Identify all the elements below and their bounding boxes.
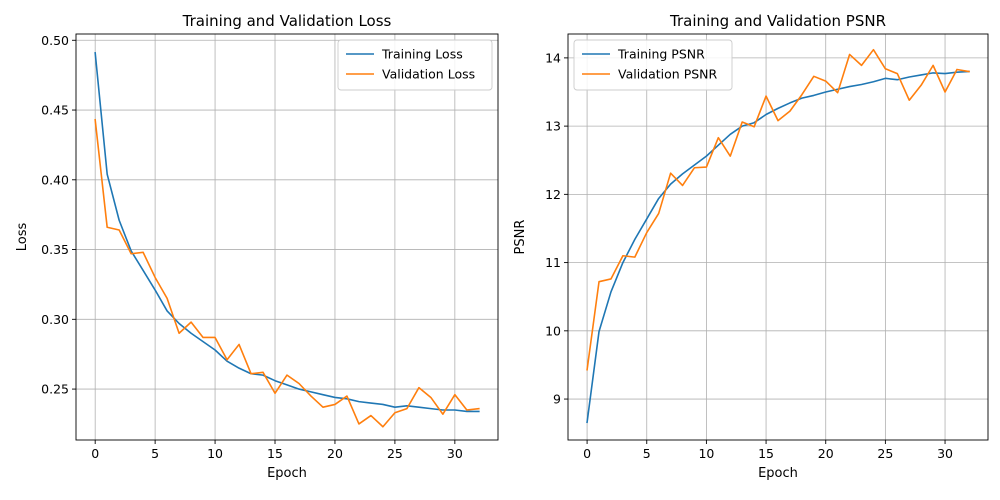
x-tick-label: 30 [447,446,463,461]
x-tick-label: 25 [387,446,403,461]
y-tick-label: 0.30 [41,312,69,327]
y-tick-label: 10 [545,323,561,338]
x-tick-label: 0 [91,446,99,461]
x-tick-label: 10 [207,446,223,461]
y-tick-label: 11 [545,255,561,270]
y-tick-label: 13 [545,119,561,134]
y-tick-label: 0.25 [41,382,69,397]
chart-title: Training and Validation PSNR [669,12,886,30]
x-axis-label: Epoch [267,466,307,481]
y-tick-label: 14 [545,50,561,65]
x-tick-label: 10 [698,446,714,461]
y-tick-label: 12 [545,187,561,202]
legend: Training PSNR Validation PSNR [574,40,732,90]
legend-label: Training PSNR [617,47,705,62]
x-tick-label: 20 [818,446,834,461]
x-tick-label: 5 [151,446,159,461]
x-tick-label: 15 [267,446,283,461]
legend-label: Validation Loss [382,67,475,82]
x-tick-label: 0 [583,446,591,461]
x-tick-label: 20 [327,446,343,461]
x-tick-label: 5 [643,446,651,461]
legend: Training Loss Validation Loss [338,40,492,90]
y-tick-label: 0.40 [41,172,69,187]
y-tick-label: 0.50 [41,33,69,48]
legend-label: Training Loss [381,47,463,62]
y-axis-label: PSNR [513,220,528,255]
chart-title: Training and Validation Loss [182,12,392,30]
x-tick-label: 25 [877,446,893,461]
x-tick-label: 15 [758,446,774,461]
y-tick-label: 9 [553,392,561,407]
y-tick-label: 0.35 [41,242,69,257]
x-tick-label: 30 [937,446,953,461]
y-axis-label: Loss [15,223,30,252]
legend-label: Validation PSNR [618,67,718,82]
x-axis-label: Epoch [758,466,798,481]
y-tick-label: 0.45 [41,103,69,118]
